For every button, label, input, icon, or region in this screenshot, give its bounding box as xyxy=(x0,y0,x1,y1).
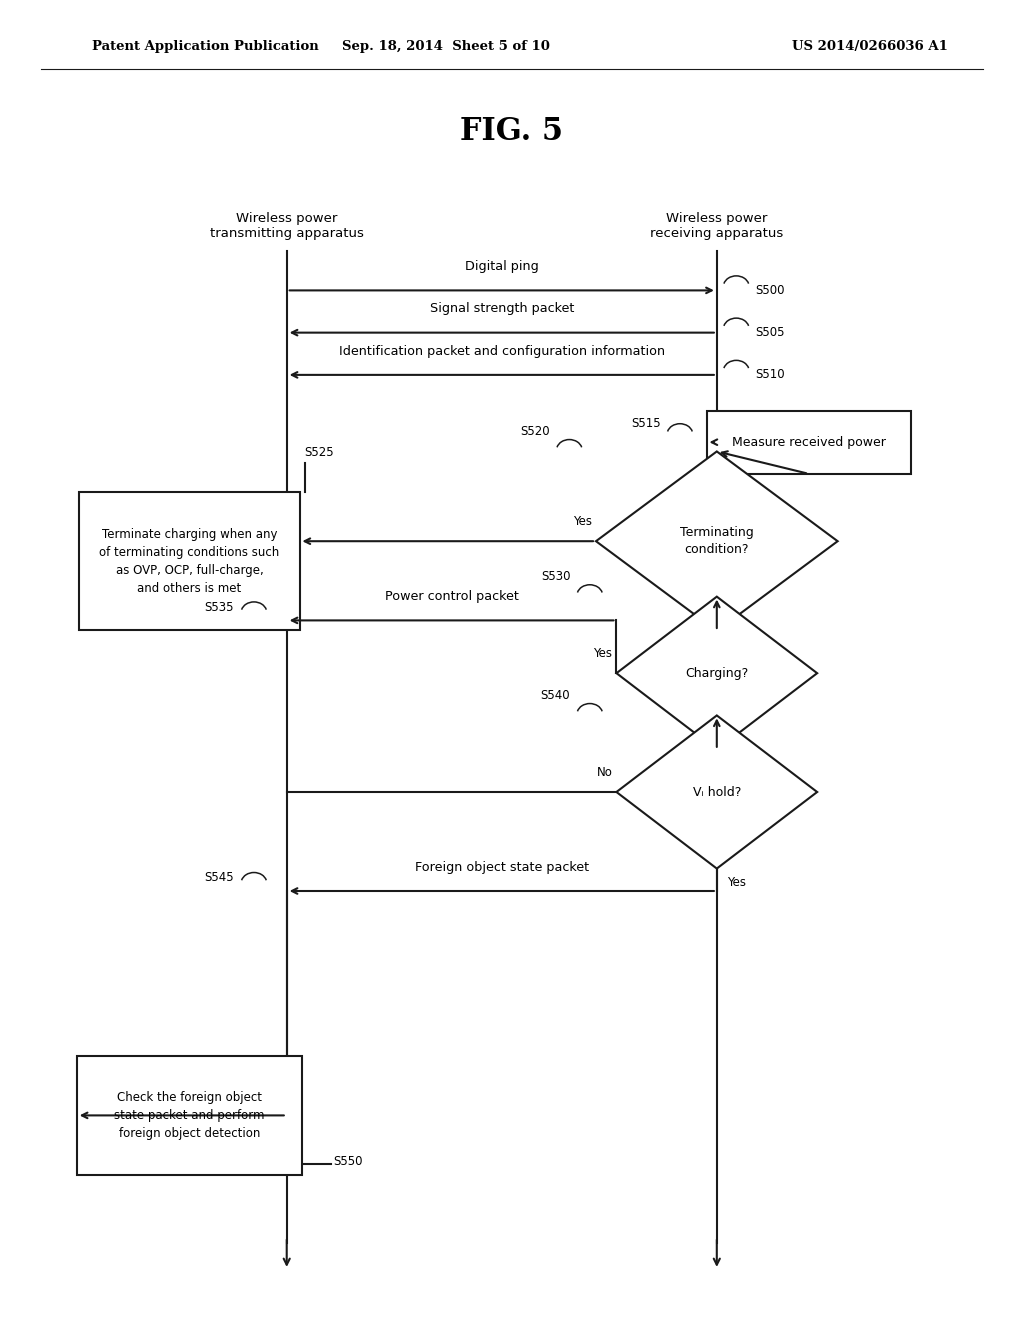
Text: Yes: Yes xyxy=(727,876,746,890)
Text: Identification packet and configuration information: Identification packet and configuration … xyxy=(339,345,665,358)
Text: Patent Application Publication: Patent Application Publication xyxy=(92,40,318,53)
Text: Foreign object state packet: Foreign object state packet xyxy=(415,861,589,874)
Text: S505: S505 xyxy=(756,326,785,339)
Text: US 2014/0266036 A1: US 2014/0266036 A1 xyxy=(793,40,948,53)
Text: Power control packet: Power control packet xyxy=(385,590,518,603)
Polygon shape xyxy=(616,597,817,750)
Polygon shape xyxy=(596,451,838,631)
Text: Signal strength packet: Signal strength packet xyxy=(430,302,573,315)
Text: S520: S520 xyxy=(520,425,550,438)
Text: Measure received power: Measure received power xyxy=(732,436,886,449)
Text: S510: S510 xyxy=(756,368,785,381)
Text: S525: S525 xyxy=(305,446,334,459)
Text: Yes: Yes xyxy=(572,515,592,528)
Text: Wireless power
transmitting apparatus: Wireless power transmitting apparatus xyxy=(210,213,364,240)
Text: No: No xyxy=(596,766,612,779)
Text: No: No xyxy=(727,639,743,652)
Text: Sep. 18, 2014  Sheet 5 of 10: Sep. 18, 2014 Sheet 5 of 10 xyxy=(341,40,550,53)
Text: S530: S530 xyxy=(541,570,570,583)
Text: S540: S540 xyxy=(541,689,570,702)
Text: Terminate charging when any
of terminating conditions such
as OVP, OCP, full-cha: Terminate charging when any of terminati… xyxy=(99,528,280,594)
FancyBboxPatch shape xyxy=(77,1056,302,1175)
Text: FIG. 5: FIG. 5 xyxy=(461,116,563,148)
Text: S550: S550 xyxy=(333,1155,362,1168)
Text: Terminating
condition?: Terminating condition? xyxy=(680,527,754,556)
Text: S515: S515 xyxy=(631,417,660,430)
Text: Charging?: Charging? xyxy=(685,667,749,680)
Polygon shape xyxy=(616,715,817,869)
FancyBboxPatch shape xyxy=(707,411,911,474)
Text: No: No xyxy=(727,758,743,771)
Text: Yes: Yes xyxy=(593,647,612,660)
Text: S535: S535 xyxy=(204,601,233,614)
Text: S545: S545 xyxy=(204,871,233,884)
Text: Vᵢ hold?: Vᵢ hold? xyxy=(692,785,741,799)
Text: Check the foreign object
state packet and perform
foreign object detection: Check the foreign object state packet an… xyxy=(115,1090,264,1140)
Text: S500: S500 xyxy=(756,284,785,297)
Text: Wireless power
receiving apparatus: Wireless power receiving apparatus xyxy=(650,213,783,240)
Text: Digital ping: Digital ping xyxy=(465,260,539,273)
FancyBboxPatch shape xyxy=(80,492,299,631)
